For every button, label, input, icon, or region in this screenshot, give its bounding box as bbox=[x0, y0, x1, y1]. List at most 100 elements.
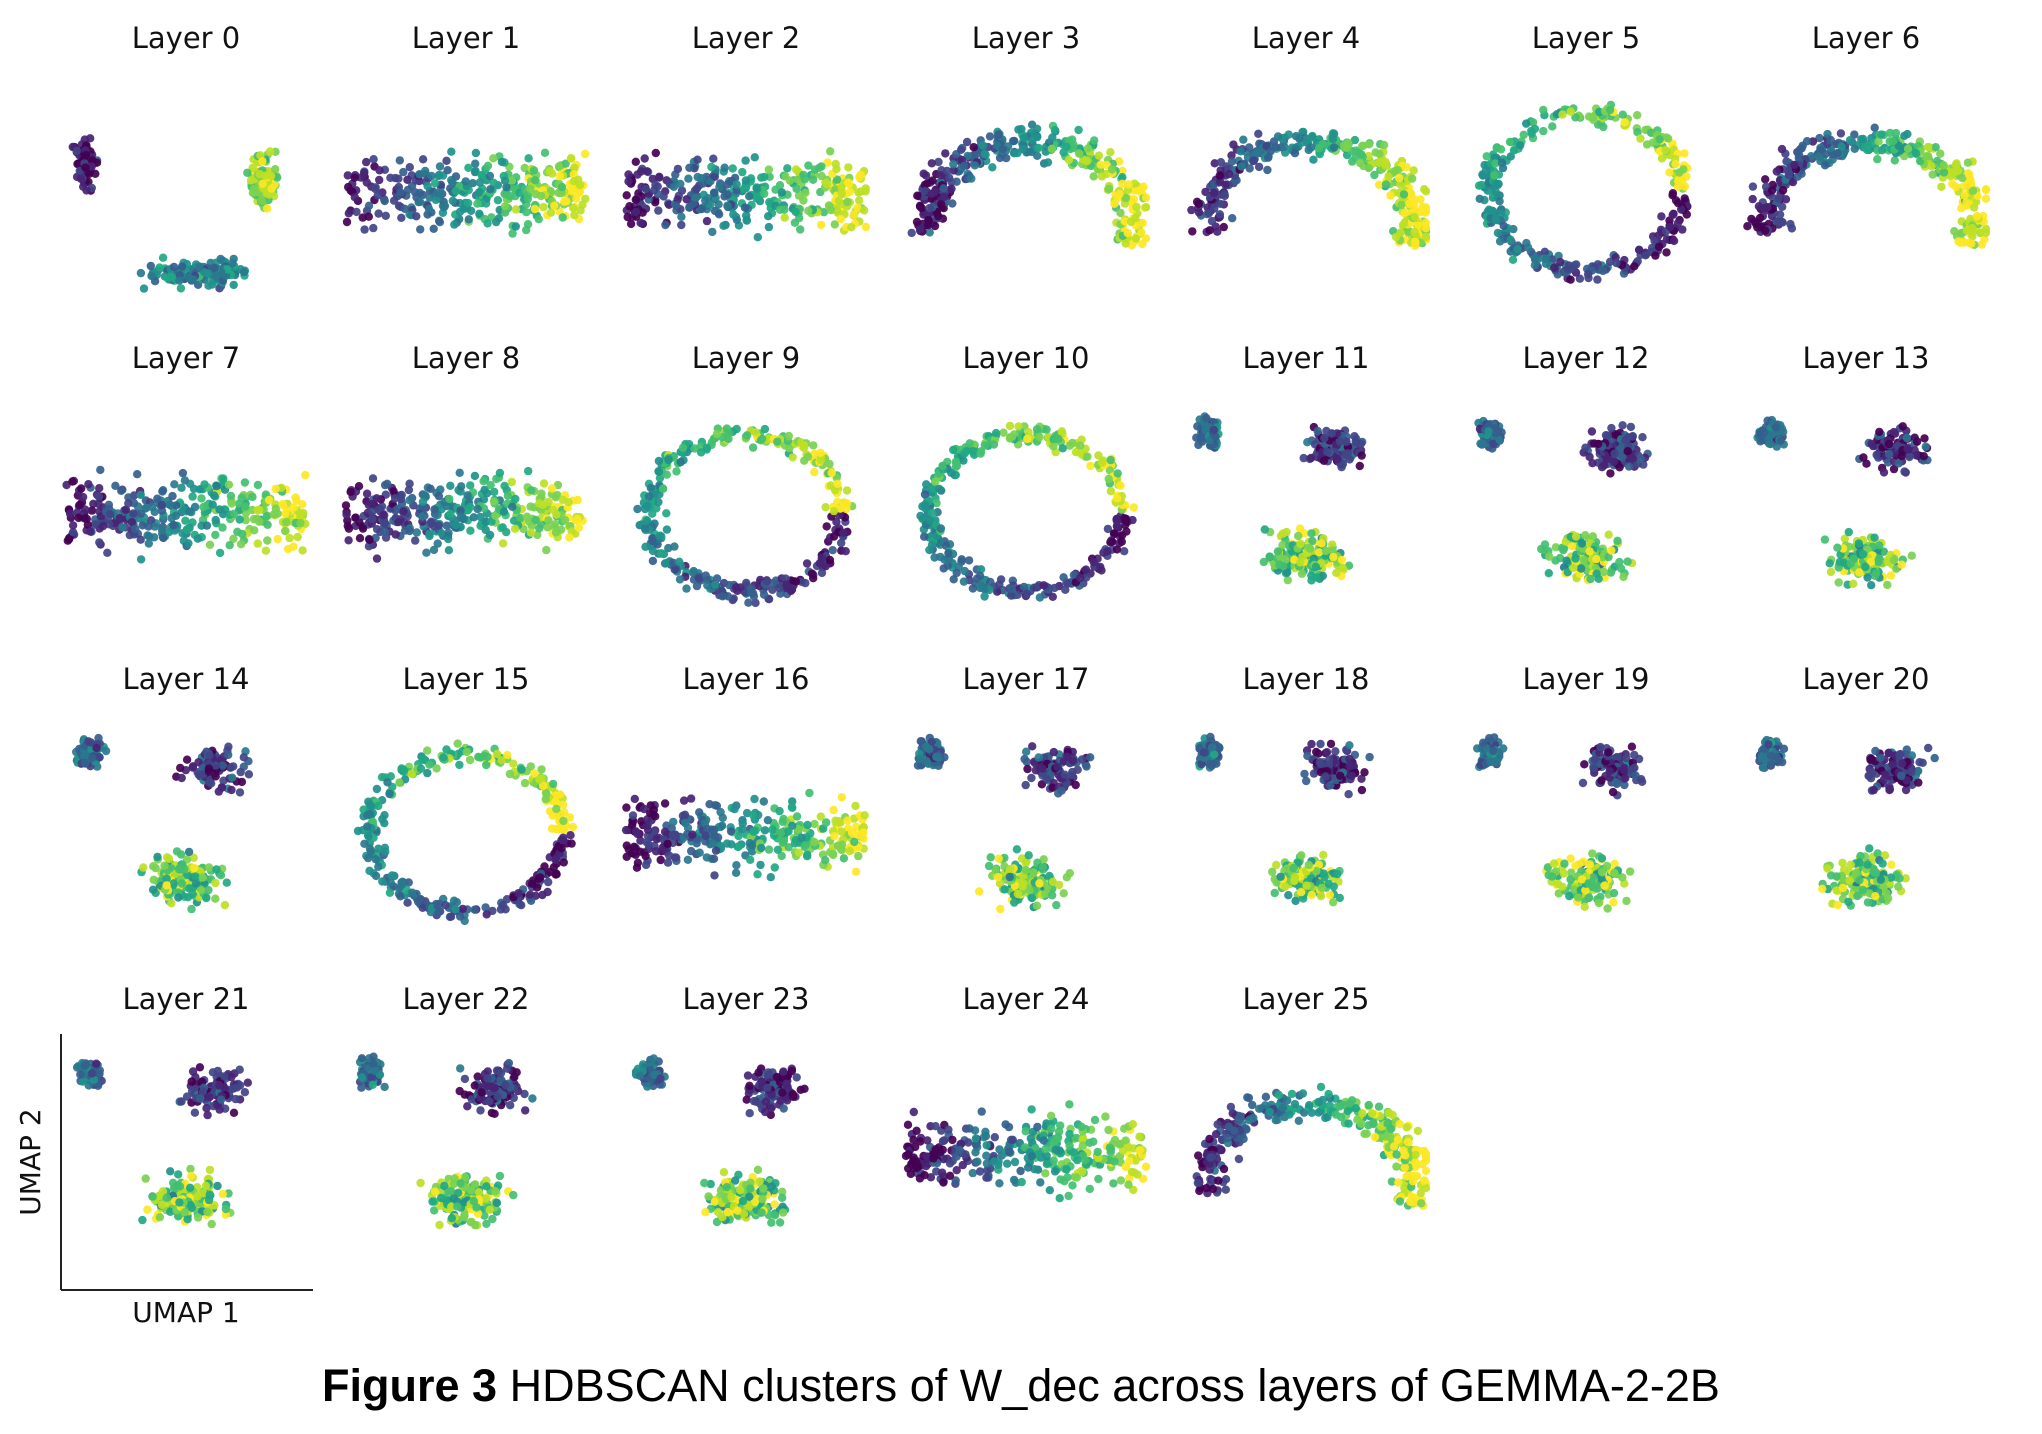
panel-layer-0: Layer 0 bbox=[68, 21, 282, 293]
scatter-point bbox=[368, 507, 377, 516]
scatter-point bbox=[976, 449, 985, 458]
scatter-point bbox=[522, 225, 531, 235]
scatter-point bbox=[547, 169, 557, 178]
scatter-point bbox=[1236, 147, 1245, 156]
scatter-point bbox=[1753, 223, 1762, 232]
scatter-point bbox=[825, 459, 834, 469]
scatter-point bbox=[1057, 427, 1067, 436]
scatter-point bbox=[442, 156, 451, 165]
scatter-point bbox=[1618, 110, 1628, 119]
scatter-point bbox=[1028, 136, 1037, 145]
scatter-point bbox=[1588, 459, 1597, 468]
scatter-point bbox=[847, 223, 856, 232]
scatter-point bbox=[1875, 554, 1884, 563]
scatter-point bbox=[471, 148, 481, 158]
panel-title: Layer 11 bbox=[1243, 341, 1370, 375]
scatter-point bbox=[1558, 110, 1567, 119]
scatter-point bbox=[181, 516, 190, 525]
scatter-point bbox=[1669, 236, 1679, 246]
scatter-point bbox=[949, 160, 958, 169]
scatter-point bbox=[837, 183, 846, 192]
scatter-point bbox=[1398, 221, 1408, 230]
scatter-point bbox=[1599, 567, 1608, 577]
scatter-point bbox=[650, 519, 659, 528]
scatter-point bbox=[1886, 571, 1896, 580]
scatter-point bbox=[269, 510, 279, 519]
scatter-point bbox=[1495, 237, 1505, 246]
scatter-point bbox=[157, 525, 167, 535]
scatter-point bbox=[731, 583, 741, 592]
scatter-point bbox=[642, 167, 652, 176]
panel-layer-9: Layer 9 bbox=[633, 341, 857, 608]
scatter-point bbox=[425, 531, 434, 541]
scatter-point bbox=[1254, 129, 1263, 138]
scatter-point bbox=[675, 557, 684, 566]
scatter-point bbox=[150, 533, 159, 542]
scatter-point bbox=[1074, 149, 1084, 158]
scatter-point bbox=[1835, 557, 1845, 566]
scatter-point bbox=[839, 528, 848, 537]
scatter-point bbox=[1577, 539, 1587, 548]
panel-layer-11: Layer 11 bbox=[1192, 341, 1369, 585]
scatter-point bbox=[1814, 152, 1823, 161]
scatter-point bbox=[146, 261, 155, 271]
scatter-point bbox=[1890, 156, 1900, 165]
scatter-point bbox=[1877, 130, 1886, 139]
scatter-point bbox=[1421, 224, 1431, 233]
scatter-point bbox=[1112, 521, 1122, 530]
scatter-point bbox=[978, 141, 988, 150]
scatter-point bbox=[1516, 141, 1525, 150]
scatter-point bbox=[124, 499, 133, 508]
scatter-point bbox=[227, 785, 236, 795]
scatter-point bbox=[1370, 170, 1379, 180]
scatter-point bbox=[760, 189, 769, 198]
scatter-point bbox=[150, 507, 159, 517]
scatter-point bbox=[1049, 434, 1059, 443]
scatter-point bbox=[103, 548, 112, 557]
scatter-point bbox=[1541, 259, 1551, 268]
scatter-point bbox=[427, 171, 436, 181]
scatter-point bbox=[539, 479, 549, 488]
scatter-point bbox=[1539, 105, 1548, 115]
scatter-point bbox=[258, 179, 267, 188]
scatter-point bbox=[833, 208, 843, 218]
scatter-point bbox=[1329, 552, 1338, 562]
scatter-point bbox=[1097, 458, 1107, 467]
scatter-point bbox=[709, 154, 718, 163]
scatter-point bbox=[358, 213, 367, 222]
scatter-point bbox=[817, 162, 826, 171]
scatter-point bbox=[511, 222, 520, 231]
scatter-point bbox=[486, 480, 495, 490]
scatter-point bbox=[229, 509, 239, 518]
scatter-point bbox=[748, 443, 758, 452]
scatter-point bbox=[405, 163, 414, 172]
scatter-point bbox=[451, 186, 460, 196]
scatter-point bbox=[341, 501, 351, 510]
scatter-point bbox=[1033, 151, 1042, 160]
scatter-point bbox=[710, 188, 719, 198]
scatter-point bbox=[1048, 133, 1057, 142]
scatter-point bbox=[1089, 557, 1098, 567]
panel-title: Layer 8 bbox=[412, 341, 521, 375]
scatter-point bbox=[1263, 165, 1272, 175]
scatter-point bbox=[1350, 432, 1359, 441]
scatter-point bbox=[544, 516, 553, 525]
scatter-point bbox=[1665, 222, 1675, 232]
scatter-point bbox=[1311, 562, 1321, 572]
scatter-point bbox=[648, 556, 658, 566]
scatter-point bbox=[724, 428, 733, 438]
scatter-point bbox=[1303, 438, 1312, 447]
scatter-point bbox=[791, 207, 800, 217]
scatter-point bbox=[394, 517, 403, 527]
panel-layer-14: Layer 14 bbox=[72, 662, 254, 914]
scatter-point bbox=[265, 147, 275, 156]
scatter-point bbox=[1968, 186, 1978, 195]
scatter-point bbox=[1587, 427, 1597, 436]
scatter-point bbox=[970, 161, 979, 170]
scatter-point bbox=[1357, 451, 1366, 460]
scatter-point bbox=[281, 509, 290, 518]
scatter-point bbox=[965, 439, 974, 448]
scatter-point bbox=[1106, 455, 1115, 465]
scatter-point bbox=[1075, 441, 1085, 450]
scatter-point bbox=[745, 192, 754, 201]
